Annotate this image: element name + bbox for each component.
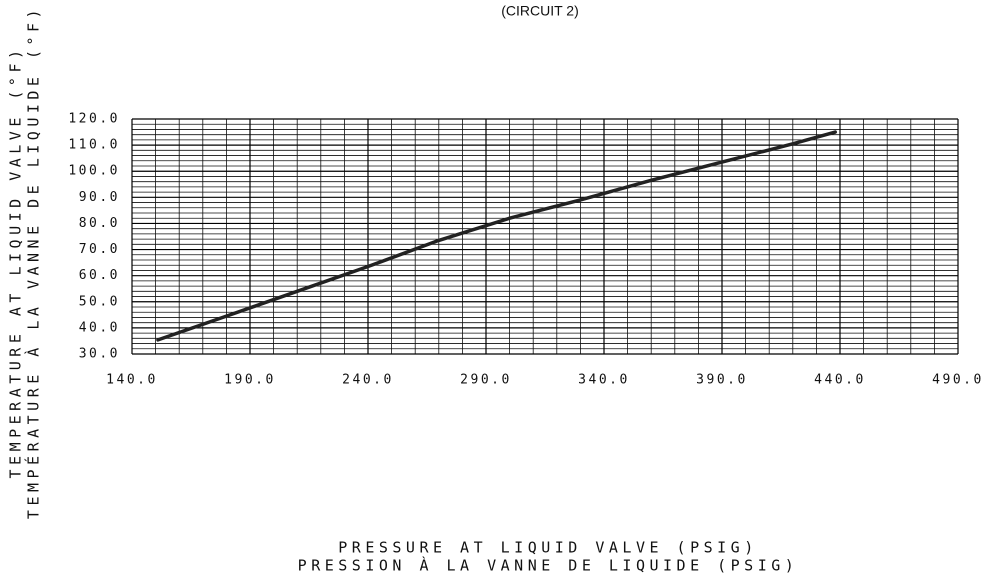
y-tick-label: 50.0 — [79, 294, 120, 309]
y-tick-label: 110.0 — [68, 138, 120, 153]
y-tick-label: 80.0 — [79, 216, 120, 231]
y-tick-label: 40.0 — [79, 320, 120, 335]
y-tick-label: 120.0 — [68, 112, 120, 127]
x-tick-label: 440.0 — [814, 373, 866, 388]
x-tick-label: 140.0 — [106, 373, 158, 388]
chart-title: (CIRCUIT 2) — [501, 3, 579, 19]
x-tick-label: 490.0 — [932, 373, 984, 388]
x-tick-label: 190.0 — [224, 373, 276, 388]
y-tick-label: 60.0 — [79, 268, 120, 283]
data-line — [156, 130, 838, 342]
x-axis-label: PRESSION À LA VANNE DE LIQUIDE (PSIG) — [298, 556, 799, 575]
y-tick-label: 90.0 — [79, 190, 120, 205]
y-axis-label: TEMPERATURE AT LIQUID VALVE (°F) — [7, 46, 25, 479]
x-tick-label: 340.0 — [578, 373, 630, 388]
x-tick-label: 240.0 — [342, 373, 394, 388]
x-axis-label: PRESSURE AT LIQUID VALVE (PSIG) — [338, 539, 757, 557]
y-tick-label: 70.0 — [79, 242, 120, 257]
x-tick-label: 390.0 — [696, 373, 748, 388]
y-axis-label: TEMPÉRATURE À LA VANNE DE LIQUIDE (°F) — [24, 5, 43, 519]
y-tick-label: 30.0 — [79, 347, 120, 362]
y-tick-label: 100.0 — [68, 164, 120, 179]
x-tick-label: 290.0 — [460, 373, 512, 388]
